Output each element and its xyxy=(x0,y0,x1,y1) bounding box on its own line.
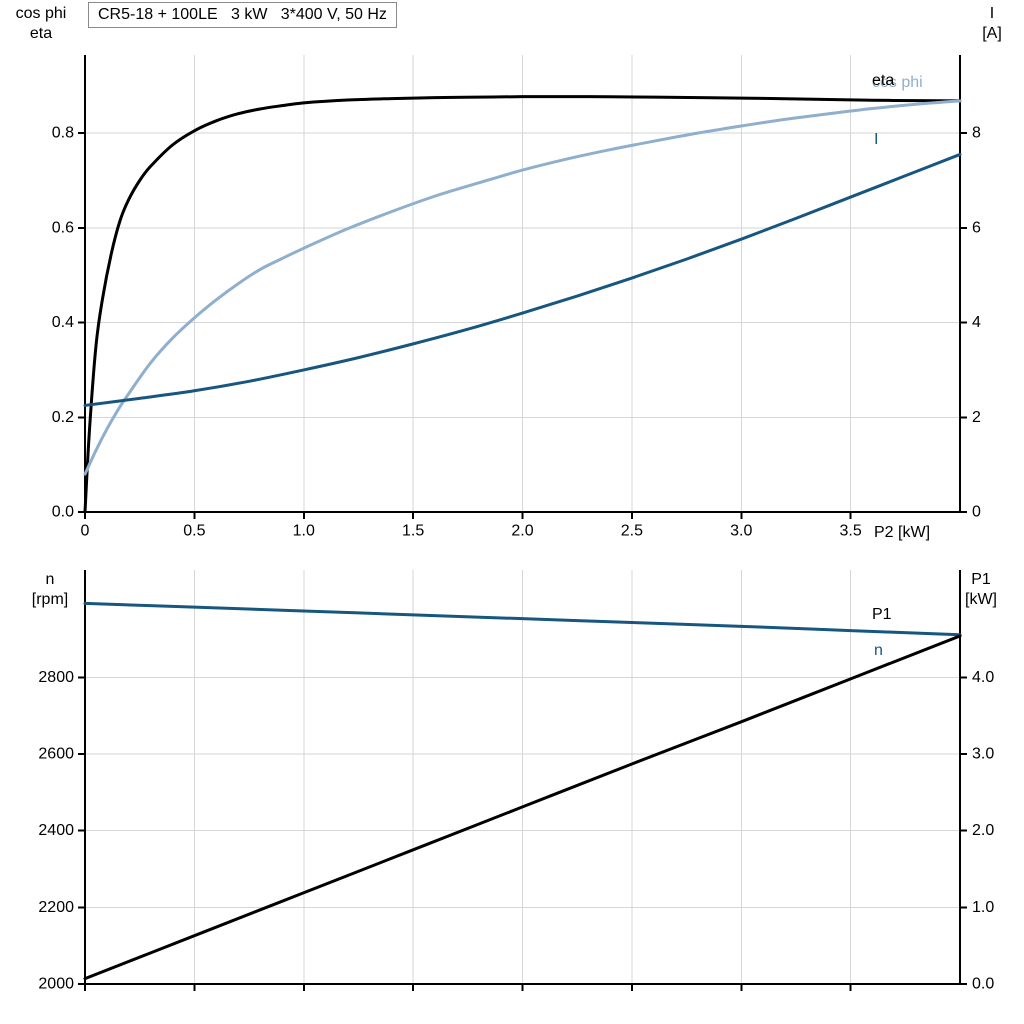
tick-label-right: 4 xyxy=(972,314,981,331)
tick-label-bottom: 0 xyxy=(81,522,90,539)
tick-label-right: 8 xyxy=(972,125,981,142)
tick-label-bottom: 1.0 xyxy=(293,522,315,539)
tick-label-bottom: 3.0 xyxy=(730,522,752,539)
tick-label-bottom: 2.0 xyxy=(511,522,533,539)
tick-label-bottom: 3.5 xyxy=(840,522,862,539)
y-right-axis-title-top: I [A] xyxy=(964,4,1020,44)
tick-label-left: 0.0 xyxy=(52,504,74,521)
y-right-axis-title-bottom: P1 [kW] xyxy=(952,570,1010,610)
curve-eta xyxy=(83,95,962,514)
tick-label-left: 0.4 xyxy=(52,314,74,331)
x-axis-title: P2 [kW] xyxy=(874,524,931,541)
tick-label-right: 2.0 xyxy=(972,822,994,839)
tick-label-right: 0.0 xyxy=(972,976,994,993)
y-left-axis-title-line1: cos phi xyxy=(15,5,67,22)
chart-title: CR5-18 + 100LE 3 kW 3*400 V, 50 Hz xyxy=(88,2,397,28)
y-left-axis-title-line2: eta xyxy=(29,25,53,42)
y-left-axis-title-top: cos phi eta xyxy=(2,4,80,44)
tick-label-left: 2400 xyxy=(38,822,74,839)
curve-input-power xyxy=(83,634,962,981)
tick-label-right: 0 xyxy=(972,504,981,521)
tick-label-left: 0.2 xyxy=(52,409,74,426)
tick-label-bottom: 1.5 xyxy=(402,522,424,539)
curve-label-n: n xyxy=(874,642,883,659)
tick-label-left: 2600 xyxy=(38,746,74,763)
tick-label-left: 0.8 xyxy=(52,125,74,142)
tick-label-bottom: 2.5 xyxy=(621,522,643,539)
y-right-axis-title-line1: I xyxy=(989,5,995,22)
curve-label-current: I xyxy=(874,131,879,148)
tick-label-left: 2800 xyxy=(38,669,74,686)
tick-label-left: 0.6 xyxy=(52,219,74,236)
curve-cos-phi xyxy=(83,99,962,476)
tick-label-right: 2 xyxy=(972,409,981,426)
curve-label-eta: eta xyxy=(872,72,895,89)
y-left-axis-title-line1: n xyxy=(45,571,55,588)
curve-label-p1: P1 xyxy=(872,606,892,623)
y-right-axis-title-line1: P1 xyxy=(971,571,991,588)
y-left-axis-title-line2: [rpm] xyxy=(31,591,69,608)
tick-label-right: 3.0 xyxy=(972,746,994,763)
tick-label-bottom: 0.5 xyxy=(183,522,205,539)
tick-label-right: 6 xyxy=(972,219,981,236)
tick-label-right: 4.0 xyxy=(972,669,994,686)
y-left-axis-title-bottom: n [rpm] xyxy=(16,570,84,610)
tick-label-left: 2000 xyxy=(38,976,74,993)
tick-label-left: 2200 xyxy=(38,899,74,916)
curve-speed xyxy=(83,601,962,637)
y-right-axis-title-line2: [A] xyxy=(982,25,1002,42)
tick-label-right: 1.0 xyxy=(972,899,994,916)
curve-current xyxy=(83,152,962,407)
curve-label-cos-phi: cos phi xyxy=(872,74,923,91)
y-right-axis-title-line2: [kW] xyxy=(965,591,997,608)
